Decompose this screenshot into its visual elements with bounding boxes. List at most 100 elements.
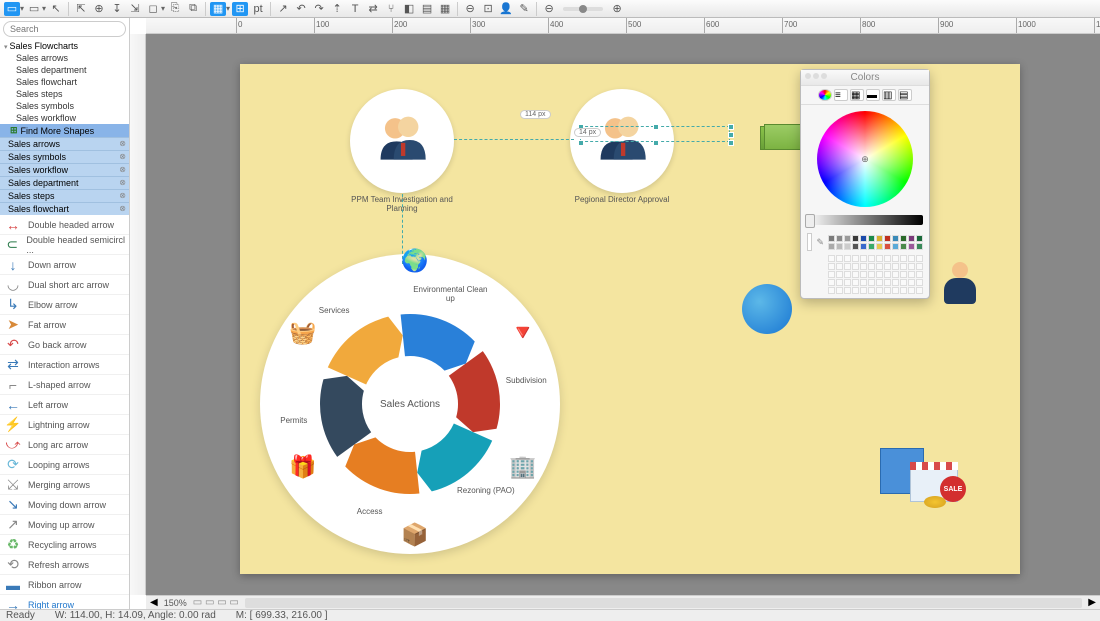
person-icon[interactable] — [940, 260, 980, 306]
wheel-tab[interactable] — [818, 89, 832, 101]
sliders-tab[interactable]: ≡ — [834, 89, 848, 101]
shape-item[interactable]: ⌐L-shaped arrow — [0, 375, 129, 395]
color-swatch[interactable] — [892, 235, 899, 242]
color-swatch[interactable] — [908, 235, 915, 242]
empty-swatch[interactable] — [908, 263, 915, 270]
view-button[interactable]: ▦ — [210, 2, 226, 16]
empty-swatch[interactable] — [836, 287, 843, 294]
tree-item[interactable]: Sales arrows — [0, 52, 129, 64]
screen-button[interactable]: ▭ — [26, 2, 42, 16]
lib-header[interactable]: Sales steps — [0, 189, 129, 202]
empty-swatch[interactable] — [860, 279, 867, 286]
zoom-fit-button[interactable]: ⊡ — [480, 2, 496, 16]
find-more-shapes[interactable]: Find More Shapes — [0, 124, 129, 137]
undo-button[interactable]: ↶ — [293, 2, 309, 16]
tree-item[interactable]: Sales workflow — [0, 112, 129, 124]
shape-item[interactable]: ⤩Merging arrows — [0, 475, 129, 495]
eyedrop-button[interactable]: ✎ — [516, 2, 532, 16]
tree-header[interactable]: Sales Flowcharts — [0, 40, 129, 52]
swap-button[interactable]: ⇄ — [365, 2, 381, 16]
zoom-level[interactable]: 150% — [164, 598, 187, 608]
empty-swatch[interactable] — [852, 271, 859, 278]
color-swatch[interactable] — [916, 235, 923, 242]
empty-swatch[interactable] — [852, 255, 859, 262]
shape-item[interactable]: ⟲Refresh arrows — [0, 555, 129, 575]
link2-button[interactable]: ⇲ — [127, 2, 143, 16]
color-swatch[interactable] — [868, 235, 875, 242]
palette-tab[interactable]: ▦ — [850, 89, 864, 101]
empty-swatch[interactable] — [844, 271, 851, 278]
zoom-minus-button[interactable]: ⊖ — [541, 2, 557, 16]
add-button[interactable]: ⊕ — [91, 2, 107, 16]
toggle-button[interactable]: pt — [250, 2, 266, 16]
empty-swatch[interactable] — [828, 255, 835, 262]
shape-item[interactable]: ⊂Double headed semicircl ... — [0, 235, 129, 255]
empty-swatch[interactable] — [844, 263, 851, 270]
empty-swatch[interactable] — [876, 287, 883, 294]
color-swatch[interactable] — [860, 235, 867, 242]
empty-swatch[interactable] — [884, 279, 891, 286]
money-icon[interactable] — [760, 126, 800, 150]
empty-swatch[interactable] — [852, 287, 859, 294]
bold-button[interactable]: ◧ — [401, 2, 417, 16]
tree-item[interactable]: Sales symbols — [0, 100, 129, 112]
empty-swatch[interactable] — [900, 279, 907, 286]
empty-swatch[interactable] — [860, 255, 867, 262]
shape-item[interactable]: ↳Elbow arrow — [0, 295, 129, 315]
empty-swatch[interactable] — [852, 263, 859, 270]
color-wheel[interactable]: ⊕ — [817, 111, 913, 207]
up-button[interactable]: ⇡ — [329, 2, 345, 16]
shape-item[interactable]: ◡Dual short arc arrow — [0, 275, 129, 295]
empty-swatch[interactable] — [916, 255, 923, 262]
zoom-out-button[interactable]: ⊖ — [462, 2, 478, 16]
empty-swatch[interactable] — [876, 271, 883, 278]
empty-swatch[interactable] — [916, 263, 923, 270]
empty-swatch[interactable] — [852, 279, 859, 286]
scroll-right[interactable]: ▶ — [1088, 597, 1096, 608]
paste-button[interactable]: ↧ — [109, 2, 125, 16]
shape-item[interactable]: ↗Moving up arrow — [0, 515, 129, 535]
empty-swatch[interactable] — [868, 287, 875, 294]
cursor-button[interactable]: ↖ — [48, 2, 64, 16]
empty-swatch[interactable] — [860, 287, 867, 294]
lib-header[interactable]: Sales department — [0, 176, 129, 189]
globe-icon[interactable] — [742, 284, 792, 334]
store-icon[interactable]: SALE — [880, 448, 960, 504]
arrow-tool[interactable]: ↗ — [275, 2, 291, 16]
eyedropper-icon[interactable]: ✎ — [816, 237, 824, 248]
text-tool[interactable]: T — [347, 2, 363, 16]
scroll-left[interactable]: ◀ — [150, 597, 158, 608]
empty-swatch[interactable] — [892, 279, 899, 286]
spectrum-tab[interactable]: ▬ — [866, 89, 880, 101]
flow-node[interactable]: Pegional Director Approval — [570, 89, 674, 193]
empty-swatch[interactable] — [900, 271, 907, 278]
empty-swatch[interactable] — [908, 255, 915, 262]
colors-panel[interactable]: Colors ≡ ▦ ▬ ▥ ▤ ⊕ ✎ — [800, 69, 930, 299]
color-swatch[interactable] — [836, 243, 843, 250]
shape-item[interactable]: ↶Go back arrow — [0, 335, 129, 355]
empty-swatch[interactable] — [844, 287, 851, 294]
empty-swatch[interactable] — [844, 279, 851, 286]
color-swatch[interactable] — [828, 235, 835, 242]
empty-swatch[interactable] — [844, 255, 851, 262]
empty-swatch[interactable] — [884, 255, 891, 262]
zoom-plus-button[interactable]: ⊕ — [609, 2, 625, 16]
empty-swatch[interactable] — [916, 287, 923, 294]
color-swatch[interactable] — [916, 243, 923, 250]
color-swatch[interactable] — [884, 235, 891, 242]
empty-swatch[interactable] — [908, 287, 915, 294]
empty-swatch[interactable] — [836, 279, 843, 286]
color-swatch[interactable] — [908, 243, 915, 250]
color-swatch[interactable] — [876, 243, 883, 250]
flow-node[interactable]: PPM Team Investigation and Planning — [350, 89, 454, 193]
branch-button[interactable]: ⑂ — [383, 2, 399, 16]
empty-swatch[interactable] — [916, 279, 923, 286]
canvas[interactable]: Sales Actions SubdivisionRezoning (PAO)A… — [146, 34, 1100, 595]
empty-swatch[interactable] — [828, 279, 835, 286]
page[interactable]: Sales Actions SubdivisionRezoning (PAO)A… — [240, 64, 1020, 574]
color-swatch[interactable] — [852, 243, 859, 250]
custom-tab[interactable]: ▤ — [898, 89, 912, 101]
empty-swatch[interactable] — [908, 279, 915, 286]
empty-swatch[interactable] — [828, 271, 835, 278]
lib-header[interactable]: Sales arrows — [0, 137, 129, 150]
